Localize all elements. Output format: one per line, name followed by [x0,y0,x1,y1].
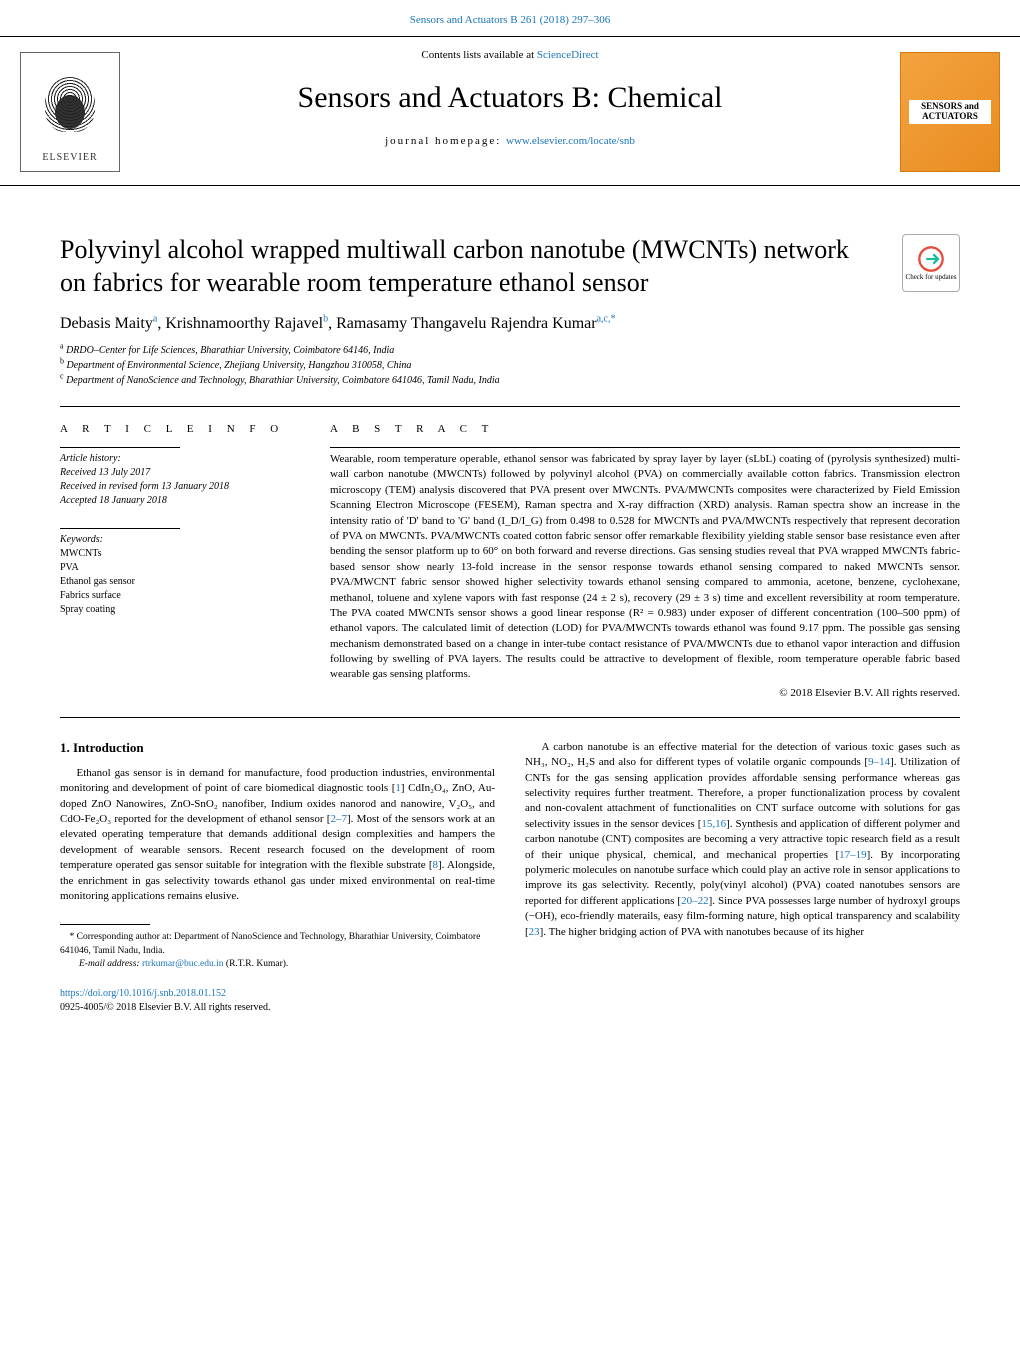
author-3-aff: a,c, [597,314,611,325]
author-1: Debasis Maity [60,315,153,332]
keywords-block: Keywords: MWCNTs PVA Ethanol gas sensor … [60,533,300,617]
updates-icon [917,245,945,273]
ref-17-19[interactable]: 17–19 [839,849,867,861]
abstract-text: Wearable, room temperature operable, eth… [330,452,960,683]
history-received: Received 13 July 2017 [60,466,300,480]
citation-header: Sensors and Actuators B 261 (2018) 297–3… [0,0,1020,36]
info-divider [60,447,180,448]
footnote-divider [60,924,150,925]
keywords-label: Keywords: [60,533,300,547]
homepage-label: journal homepage: [385,135,506,147]
footer-block: https://doi.org/10.1016/j.snb.2018.01.15… [60,971,495,1015]
ref-2-7[interactable]: 2–7 [330,813,347,825]
authors-line: Debasis Maitya, Krishnamoorthy Rajavelb,… [60,299,960,343]
affiliations: a DRDO–Center for Life Sciences, Bharath… [60,343,960,402]
ref-15-16[interactable]: 15,16 [701,818,726,830]
body-col-right: A carbon nanotube is an effective materi… [525,740,960,1015]
article-content: Polyvinyl alcohol wrapped multiwall carb… [0,186,1020,1045]
tree-icon [35,72,105,152]
history-revised: Received in revised form 13 January 2018 [60,480,300,494]
article-title: Polyvinyl alcohol wrapped multiwall carb… [60,234,902,299]
author-3: , Ramasamy Thangavelu Rajendra Kumar [328,315,597,332]
homepage-url[interactable]: www.elsevier.com/locate/snb [506,135,635,147]
keyword-3: Ethanol gas sensor [60,575,300,589]
elsevier-text: ELSEVIER [42,152,97,163]
keywords-divider [60,528,180,529]
email-footnote: E-mail address: rtrkumar@buc.edu.in (R.T… [60,958,495,971]
keyword-2: PVA [60,561,300,575]
intro-para-1: Ethanol gas sensor is in demand for manu… [60,766,495,905]
doi-link[interactable]: https://doi.org/10.1016/j.snb.2018.01.15… [60,987,495,1001]
ref-23[interactable]: 23 [529,926,540,938]
abstract-heading: A B S T R A C T [330,423,960,443]
c2-tail: ]. The higher bridging action of PVA wit… [540,926,864,938]
elsevier-logo: ELSEVIER [20,52,120,172]
keyword-1: MWCNTs [60,547,300,561]
keyword-5: Spray coating [60,603,300,617]
email-suffix: (R.T.R. Kumar). [224,959,289,969]
sciencedirect-link[interactable]: ScienceDirect [537,49,599,61]
issn-copyright: 0925-4005/© 2018 Elsevier B.V. All right… [60,1001,495,1015]
journal-header: ELSEVIER SENSORS and ACTUATORS Contents … [0,36,1020,186]
abstract-col: A B S T R A C T Wearable, room temperatu… [330,423,960,699]
author-2: , Krishnamoorthy Rajavel [157,315,323,332]
divider-top [60,406,960,407]
history-accepted: Accepted 18 January 2018 [60,494,300,508]
affiliation-b: Department of Environmental Science, Zhe… [67,360,412,371]
homepage-line: journal homepage: www.elsevier.com/locat… [140,135,880,147]
cover-title: SENSORS and ACTUATORS [909,100,991,124]
corresponding-footnote: * Corresponding author at: Department of… [60,931,495,958]
ref-20-22[interactable]: 20–22 [681,895,709,907]
updates-label: Check for updates [906,273,957,281]
email-link[interactable]: rtrkumar@buc.edu.in [142,959,224,969]
contents-line: Contents lists available at ScienceDirec… [140,49,880,71]
ref-9-14[interactable]: 9–14 [868,756,890,768]
contents-label: Contents lists available at [421,49,536,61]
divider-bottom [60,717,960,718]
journal-cover: SENSORS and ACTUATORS [900,52,1000,172]
abstract-divider [330,447,960,448]
title-row: Polyvinyl alcohol wrapped multiwall carb… [60,234,960,299]
body-columns: 1. Introduction Ethanol gas sensor is in… [60,722,960,1015]
body-col-left: 1. Introduction Ethanol gas sensor is in… [60,740,495,1015]
email-label: E-mail address: [79,959,142,969]
journal-name: Sensors and Actuators B: Chemical [140,71,880,135]
affiliation-a: DRDO–Center for Life Sciences, Bharathia… [66,345,394,356]
col2-para: A carbon nanotube is an effective materi… [525,740,960,940]
info-heading: A R T I C L E I N F O [60,423,300,443]
check-updates-badge[interactable]: Check for updates [902,234,960,292]
copyright-line: © 2018 Elsevier B.V. All rights reserved… [330,683,960,699]
intro-heading: 1. Introduction [60,740,495,766]
corresponding-star: * [610,314,615,325]
history-block: Article history: Received 13 July 2017 R… [60,452,300,524]
keyword-4: Fabrics surface [60,589,300,603]
history-label: Article history: [60,452,300,466]
affiliation-c: Department of NanoScience and Technology… [66,375,500,386]
article-info-col: A R T I C L E I N F O Article history: R… [60,423,300,699]
info-abstract-row: A R T I C L E I N F O Article history: R… [60,411,960,713]
